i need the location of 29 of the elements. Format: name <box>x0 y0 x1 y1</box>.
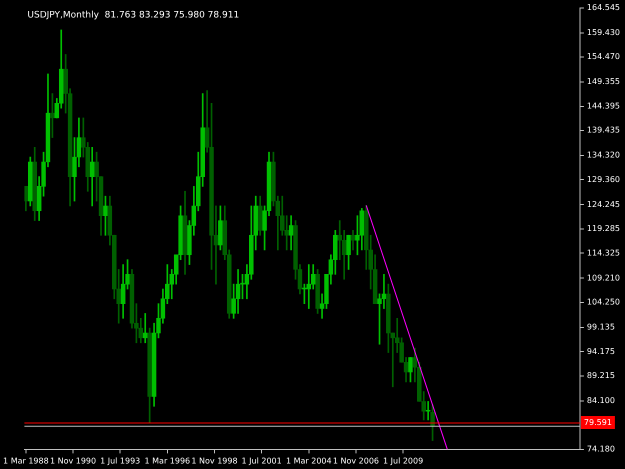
x-tick-label: 1 Nov 1998 <box>191 456 238 466</box>
x-tick-label: 1 Nov 1990 <box>50 456 96 466</box>
x-tick-label: 1 Jul 1993 <box>100 456 140 466</box>
y-tick-label: 139.435 <box>586 126 620 135</box>
y-tick-label: 134.320 <box>586 150 620 160</box>
y-tick-label: 149.355 <box>586 77 620 86</box>
y-tick-label: 159.430 <box>586 28 620 37</box>
x-tick-label: 1 Mar 1996 <box>144 456 190 466</box>
y-tick-label: 84.100 <box>586 396 615 405</box>
y-tick-label: 99.135 <box>586 322 615 332</box>
y-tick-label: 144.395 <box>586 101 620 110</box>
y-tick-label: 74.180 <box>586 444 615 454</box>
y-tick-label: 154.470 <box>586 52 620 62</box>
y-tick-label: 89.215 <box>586 371 615 380</box>
y-tick-label: 109.210 <box>586 273 620 282</box>
y-tick-label: 114.325 <box>586 248 620 258</box>
y-tick-label: 119.285 <box>586 224 620 234</box>
x-tick-label: 1 Nov 2006 <box>332 456 380 466</box>
y-tick-label: 124.245 <box>586 200 620 209</box>
y-tick-label: 94.175 <box>586 346 615 356</box>
x-tick-label: 1 Jul 2009 <box>383 456 424 466</box>
chart-title: USDJPY,Monthly 81.763 83.293 75.980 78.911 <box>27 10 240 21</box>
x-tick-label: 1 Mar 2004 <box>286 456 332 466</box>
x-tick-label: 1 Mar 1988 <box>3 456 49 466</box>
ref-line-label: 79.591 <box>584 418 612 428</box>
y-tick-label: 104.250 <box>586 298 620 307</box>
x-tick-label: 1 Jul 2001 <box>242 456 282 466</box>
y-tick-label: 129.360 <box>586 174 620 184</box>
y-tick-label: 164.545 <box>586 2 620 12</box>
